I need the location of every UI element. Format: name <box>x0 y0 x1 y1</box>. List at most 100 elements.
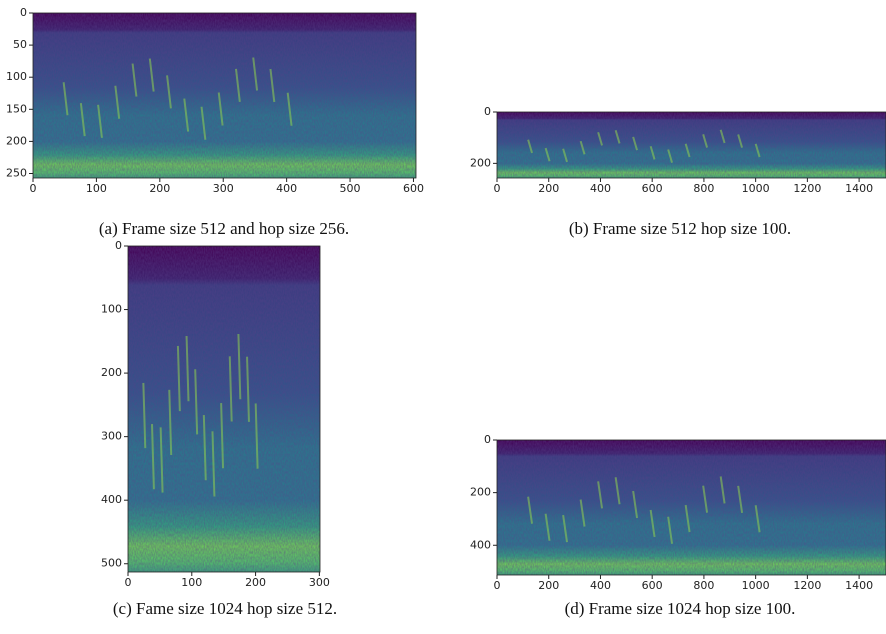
call-streak <box>194 369 199 435</box>
call-streak <box>148 58 155 92</box>
y-tick-label: 0 <box>115 239 122 252</box>
x-tick-label: 800 <box>693 579 714 592</box>
x-tick-label: 200 <box>538 182 559 195</box>
x-tick-label: 500 <box>340 182 361 195</box>
x-tick-label: 0 <box>125 576 132 589</box>
call-streak <box>579 140 586 155</box>
y-tick-label: 100 <box>6 70 27 83</box>
x-tick-label: 1200 <box>793 579 821 592</box>
call-streak <box>234 68 241 102</box>
x-tick-label: 600 <box>642 182 663 195</box>
y-tick-label: 150 <box>6 102 27 115</box>
x-tick-label: 400 <box>590 579 611 592</box>
call-streak <box>667 149 674 163</box>
call-streak <box>246 356 250 422</box>
call-streak <box>185 335 190 402</box>
y-tick-label: 200 <box>6 134 27 147</box>
call-streak <box>176 345 181 412</box>
call-streak <box>151 424 155 490</box>
call-streak <box>649 145 656 160</box>
x-tick-label: 1400 <box>845 182 873 195</box>
call-streak <box>220 403 225 469</box>
y-tick-label: 300 <box>101 430 122 443</box>
call-streak <box>597 131 603 146</box>
y-tick-label: 0 <box>20 6 27 19</box>
call-streak <box>614 477 621 505</box>
y-tick-label: 200 <box>470 156 491 169</box>
call-streak <box>114 85 121 119</box>
y-tick-label: 400 <box>101 493 122 506</box>
call-streak <box>597 481 604 509</box>
x-tick-label: 300 <box>309 576 330 589</box>
x-tick-label: 1200 <box>793 182 821 195</box>
call-streak <box>269 68 276 103</box>
call-streak <box>632 136 638 151</box>
call-streak <box>544 147 551 162</box>
axes-frame <box>496 111 886 179</box>
x-tick-label: 0 <box>494 182 501 195</box>
call-streak <box>737 485 744 513</box>
caption: (d) Frame size 1024 hop size 100. <box>565 599 796 618</box>
call-streak <box>228 356 233 422</box>
call-streak <box>217 92 224 126</box>
x-tick-label: 100 <box>181 576 202 589</box>
x-tick-label: 0 <box>30 182 37 195</box>
spectrogram-noise <box>128 246 320 572</box>
x-tick-label: 1000 <box>742 579 770 592</box>
call-streak <box>131 63 138 97</box>
call-streak <box>97 104 103 138</box>
call-streak <box>252 57 259 91</box>
axes-frame <box>127 245 321 573</box>
call-streak <box>632 490 639 519</box>
call-streak <box>667 516 674 544</box>
call-streak <box>754 143 761 158</box>
y-tick-label: 400 <box>470 538 491 551</box>
x-tick-label: 300 <box>213 182 234 195</box>
call-streak <box>168 389 173 456</box>
call-streak <box>737 134 744 148</box>
call-streak <box>754 505 761 533</box>
call-streak <box>719 129 726 144</box>
call-streak <box>649 509 656 538</box>
call-streak <box>579 499 586 527</box>
caption: (c) Fame size 1024 hop size 512. <box>113 599 337 618</box>
axes-frame <box>32 12 417 179</box>
call-streak <box>142 382 147 449</box>
call-streak <box>211 431 216 497</box>
call-streak <box>562 514 569 543</box>
call-streak <box>200 106 207 140</box>
call-streak <box>684 143 691 158</box>
call-streak <box>684 504 691 533</box>
call-streak <box>254 403 259 469</box>
spectrogram-noise <box>497 440 886 575</box>
x-tick-label: 600 <box>642 579 663 592</box>
x-tick-label: 1400 <box>845 579 873 592</box>
call-streak <box>79 103 86 137</box>
x-tick-label: 200 <box>245 576 266 589</box>
x-tick-label: 200 <box>149 182 170 195</box>
spectrogram-noise <box>497 112 886 178</box>
axes-frame <box>496 439 886 576</box>
y-tick-label: 250 <box>6 167 27 180</box>
call-streak <box>183 98 190 132</box>
y-tick-label: 50 <box>13 38 27 51</box>
y-tick-label: 100 <box>101 303 122 316</box>
call-streak <box>286 92 293 126</box>
x-tick-label: 100 <box>86 182 107 195</box>
call-streak <box>614 129 621 144</box>
y-tick-label: 0 <box>484 105 491 118</box>
y-tick-label: 200 <box>101 366 122 379</box>
x-tick-label: 800 <box>693 182 714 195</box>
call-streak <box>702 134 709 148</box>
call-streak <box>562 148 568 163</box>
y-tick-label: 0 <box>484 433 491 446</box>
call-streak <box>159 427 164 493</box>
call-streak <box>166 75 172 109</box>
call-streak <box>62 82 69 116</box>
x-tick-label: 600 <box>403 182 424 195</box>
call-streak <box>544 513 551 541</box>
x-tick-label: 400 <box>276 182 297 195</box>
x-tick-label: 200 <box>538 579 559 592</box>
